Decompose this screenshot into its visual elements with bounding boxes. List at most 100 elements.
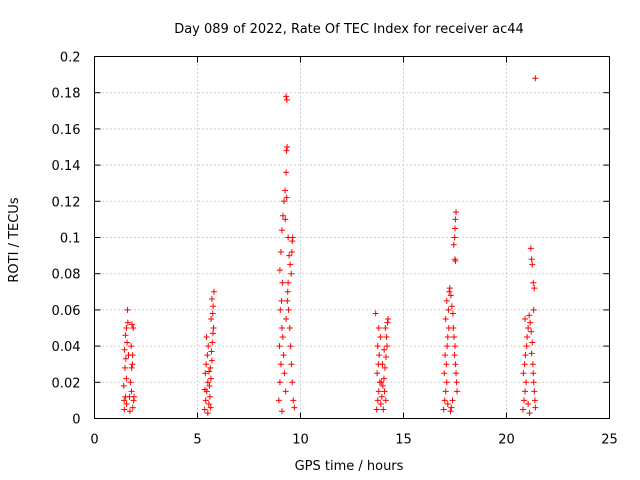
data-point [531, 388, 538, 395]
data-point [440, 406, 447, 413]
data-point [210, 325, 217, 331]
data-point [443, 379, 450, 386]
data-point [207, 404, 214, 411]
y-tick-label: 0.06 [52, 304, 81, 319]
data-point [124, 319, 131, 326]
data-point [377, 334, 384, 341]
data-point [447, 408, 454, 415]
data-point [520, 370, 527, 377]
data-point [276, 343, 283, 350]
data-point [450, 325, 457, 331]
data-point [128, 388, 135, 395]
y-tick-label: 0.08 [52, 268, 81, 283]
data-point [202, 397, 209, 404]
data-point [283, 315, 290, 322]
data-point [208, 348, 215, 355]
data-point [278, 408, 285, 415]
x-tick-label: 15 [395, 433, 412, 448]
x-tick-labels: 0 5 10 15 20 25 [90, 433, 617, 448]
data-point [124, 339, 131, 346]
data-point [448, 303, 455, 310]
data-point [207, 364, 214, 371]
data-point [131, 393, 138, 400]
data-point [523, 343, 530, 350]
data-point [209, 339, 216, 346]
data-point [530, 306, 537, 313]
data-point [446, 288, 453, 295]
data-point [280, 352, 287, 359]
data-point [380, 406, 387, 413]
data-point [454, 388, 461, 395]
data-point [282, 388, 289, 395]
data-point [291, 404, 298, 411]
data-point [286, 252, 293, 259]
data-point [277, 248, 284, 255]
data-point [447, 292, 454, 299]
y-axis-label: ROTI / TECUs [7, 197, 22, 282]
y-tick-label: 0.2 [60, 51, 81, 66]
data-point [522, 315, 529, 322]
x-tick-label: 0 [90, 433, 98, 448]
data-point [288, 361, 295, 368]
data-point [532, 404, 539, 411]
data-point [521, 361, 528, 368]
data-point [205, 401, 212, 408]
data-point [378, 379, 385, 386]
data-point [205, 343, 212, 350]
data-point [530, 279, 537, 286]
data-point [374, 397, 381, 404]
data-point [277, 306, 284, 313]
data-point [276, 267, 283, 274]
data-point [279, 334, 286, 341]
x-tick-label: 25 [601, 433, 618, 448]
data-point [453, 370, 460, 377]
data-point [285, 279, 292, 286]
y-tick-label: 0 [72, 413, 80, 428]
data-point [377, 401, 384, 408]
y-tick-label: 0.1 [60, 232, 81, 247]
data-point [453, 379, 460, 386]
data-point [379, 382, 386, 389]
data-point [124, 306, 131, 313]
x-tick-label: 5 [193, 433, 201, 448]
data-point [525, 325, 532, 331]
data-point [528, 256, 535, 263]
data-point [275, 397, 282, 404]
data-point [530, 379, 537, 386]
data-point [522, 388, 529, 395]
data-point [531, 285, 538, 292]
data-point [121, 397, 128, 404]
data-point [524, 334, 531, 341]
data-point [204, 410, 211, 417]
data-point [444, 334, 451, 341]
data-point [449, 397, 456, 404]
data-point [208, 315, 215, 322]
data-point [129, 404, 136, 411]
data-point [522, 352, 529, 359]
data-point [450, 334, 457, 341]
data-point [202, 370, 209, 377]
data-point [452, 343, 458, 350]
y-tick-label: 0.16 [52, 123, 81, 138]
data-point [203, 334, 210, 341]
data-point [276, 379, 283, 386]
data-point [531, 397, 538, 404]
data-point [526, 410, 533, 417]
data-point [282, 187, 289, 194]
data-point [283, 169, 290, 176]
data-point [278, 227, 285, 234]
data-point [530, 370, 537, 377]
data-point [381, 364, 388, 371]
data-point [130, 325, 137, 331]
data-point [207, 375, 214, 382]
data-point [128, 364, 135, 371]
data-point [453, 209, 460, 216]
y-tick-label: 0.04 [52, 340, 81, 355]
data-point [201, 406, 208, 413]
y-tick-label: 0.02 [52, 376, 81, 391]
data-point [283, 147, 290, 154]
data-point [449, 310, 456, 317]
data-point [442, 352, 449, 359]
